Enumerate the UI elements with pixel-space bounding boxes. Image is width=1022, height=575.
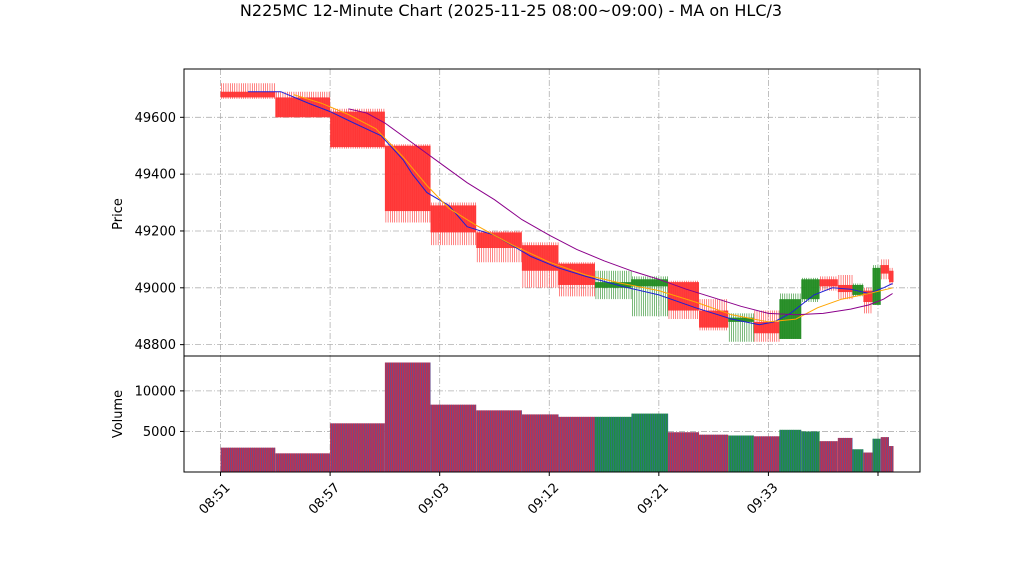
volume-bar — [476, 410, 522, 472]
volume-bar-fill — [594, 416, 632, 472]
volume-bar — [521, 414, 559, 472]
volume-bar — [667, 432, 700, 472]
candle — [430, 202, 477, 246]
candle-body — [888, 270, 894, 283]
candle — [330, 108, 385, 149]
candle-body — [728, 317, 754, 322]
price-panel: 48800 49000 49200 49400 49600 Price — [111, 68, 921, 357]
x-tick-label: 09:03 — [416, 480, 453, 517]
candle — [699, 299, 729, 331]
candle-body — [594, 282, 632, 288]
price-y-tick-label: 49600 — [135, 111, 176, 126]
volume-bar — [631, 413, 669, 472]
price-y-tick-label: 49400 — [135, 168, 176, 183]
moving-averages — [247, 91, 893, 326]
price-y-tick-label: 49200 — [135, 224, 176, 239]
candle — [753, 310, 780, 342]
volume-bar — [275, 453, 331, 472]
volume-bar — [872, 438, 881, 472]
candle — [872, 265, 881, 305]
volume-bar-fill — [819, 441, 838, 472]
volume-bar-fill — [880, 437, 889, 472]
candle-body — [779, 299, 802, 339]
candle-body — [667, 282, 700, 311]
x-axis: 08:51 08:57 09:03 09:12 09:21 09:33 — [196, 472, 879, 518]
candle-body — [852, 284, 864, 295]
volume-panel-frame — [183, 355, 921, 473]
volume-bar-fill — [728, 435, 754, 472]
x-tick-label: 09:33 — [744, 480, 781, 517]
x-tick-label: 08:57 — [306, 480, 343, 517]
volume-bar-fill — [631, 413, 668, 472]
x-tick-label: 08:51 — [196, 480, 233, 517]
volume-bar — [880, 437, 889, 472]
volume-y-tick-label: 10000 — [135, 384, 176, 399]
candle — [667, 280, 700, 320]
volume-bar — [430, 404, 477, 472]
x-tick-label: 09:12 — [525, 480, 562, 517]
moving-average-line — [348, 108, 893, 316]
volume-bar-fill — [863, 452, 873, 472]
price-axis-label: Price — [111, 198, 126, 230]
candle — [384, 144, 431, 223]
volume-bar-fill — [801, 431, 820, 472]
candle — [220, 83, 276, 99]
candle-body — [699, 310, 729, 328]
volume-bar — [779, 429, 802, 472]
x-tick-label: 09:21 — [635, 480, 672, 517]
price-y-tick-label: 48800 — [135, 338, 176, 353]
candle — [863, 287, 873, 314]
candle-body — [872, 267, 881, 305]
volume-bar — [753, 436, 780, 472]
moving-average-line — [293, 94, 893, 323]
volume-bar-fill — [888, 446, 894, 472]
volume-bar-fill — [667, 432, 700, 472]
candle-body — [275, 97, 331, 118]
candle-body — [476, 232, 522, 249]
candle — [631, 276, 668, 317]
candle-body — [220, 91, 276, 98]
price-y-ticks: 48800 49000 49200 49400 49600 — [135, 111, 184, 353]
volume-bar-fill — [753, 436, 780, 472]
volume-bar — [384, 362, 431, 472]
volume-bar — [594, 416, 632, 472]
volume-y-ticks: 5000 10000 — [135, 384, 184, 440]
volume-bar-fill — [521, 414, 559, 472]
volume-y-tick-label: 5000 — [143, 425, 176, 440]
volume-bar — [819, 441, 838, 472]
candle — [888, 267, 894, 285]
candle-body — [801, 279, 820, 300]
volume-axis-label: Volume — [111, 390, 126, 438]
volume-bar — [863, 452, 873, 472]
volume-bar — [837, 437, 853, 472]
volume-bars — [220, 362, 894, 472]
volume-panel: 5000 10000 Volume — [111, 355, 921, 473]
candle — [779, 293, 802, 339]
price-y-tick-label: 49000 — [135, 281, 176, 296]
volume-bar-fill — [872, 438, 881, 472]
volume-bar — [558, 416, 596, 472]
chart-title: N225MC 12-Minute Chart (2025-11-25 08:00… — [240, 1, 782, 20]
candle-body — [863, 290, 873, 303]
volume-bar — [699, 434, 729, 472]
volume-bar — [888, 446, 894, 472]
volume-bar — [330, 423, 385, 472]
volume-bar — [220, 447, 276, 472]
candle-body — [384, 145, 431, 212]
moving-average-line — [247, 91, 893, 326]
candle-body — [880, 265, 889, 274]
volume-bar — [801, 431, 820, 472]
candle-body — [631, 279, 668, 287]
volume-bar — [728, 435, 754, 472]
candle — [880, 259, 889, 280]
candle-body — [753, 321, 780, 334]
volume-bar — [852, 449, 864, 472]
candle-body — [819, 279, 838, 287]
candle-body — [430, 205, 477, 233]
volume-bar-fill — [558, 416, 595, 472]
